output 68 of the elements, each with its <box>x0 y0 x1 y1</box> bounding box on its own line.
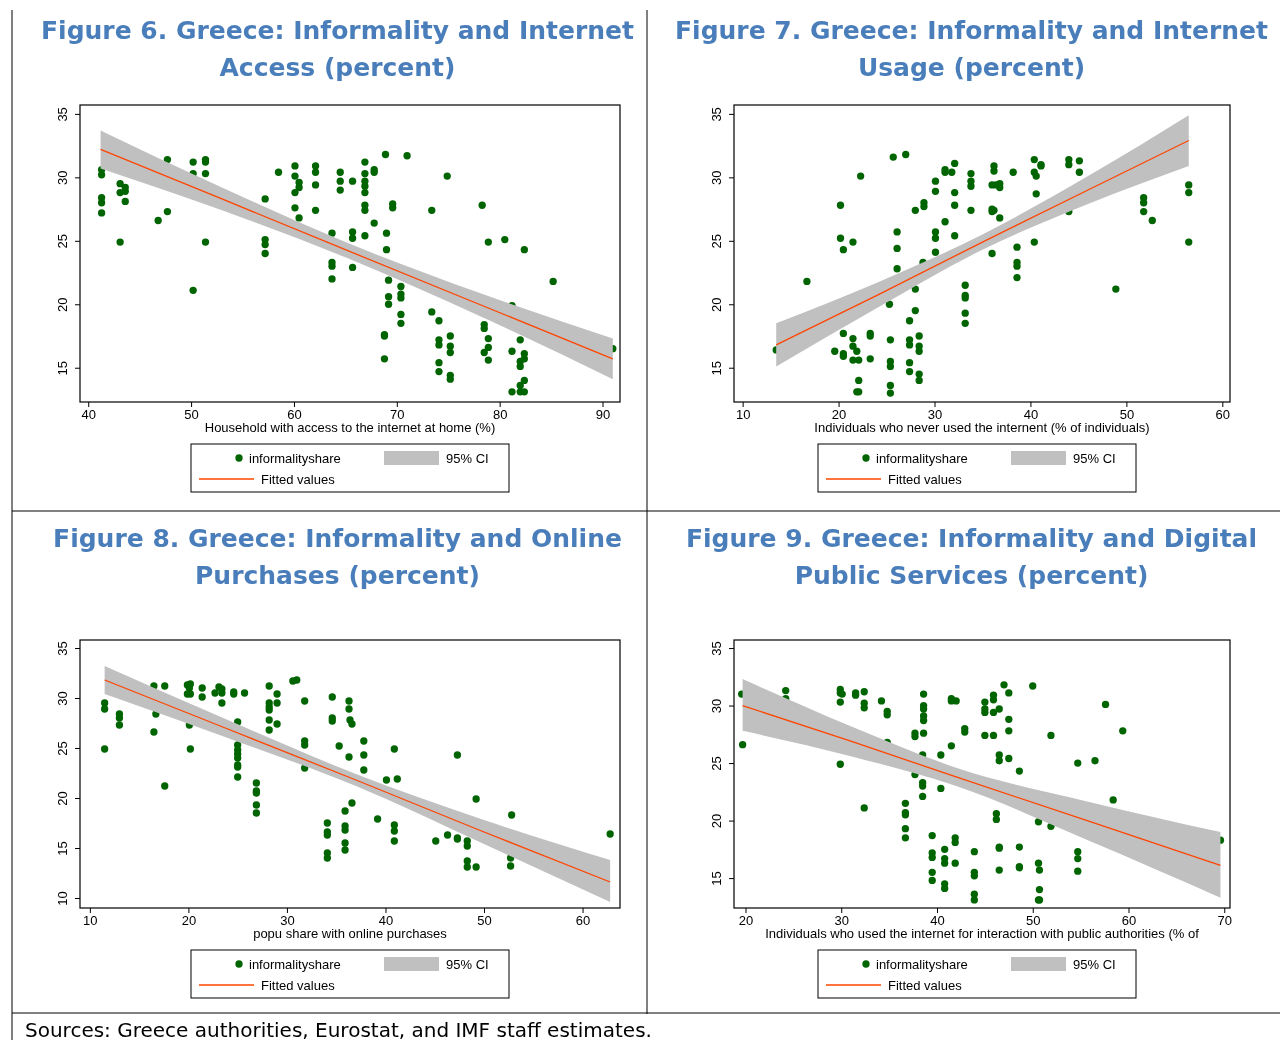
x-tick-label: 20 <box>181 913 197 929</box>
legend-label: informalityshare <box>249 956 341 972</box>
x-axis-title: Individuals who never used the internent (% of individuals) <box>814 420 1150 435</box>
text: 95% CI <box>446 450 489 466</box>
x-tick-label: 40 <box>378 913 394 929</box>
legend-label: Fitted values <box>261 471 336 487</box>
text: 95% CI <box>1073 450 1116 466</box>
x-tick-label: 30 <box>280 913 295 929</box>
x-tick-label: 60 <box>1215 407 1231 423</box>
y-tick-label: 35 <box>708 107 724 122</box>
y-tick-label: 20 <box>54 297 70 312</box>
legend-label: informalityshare <box>876 956 968 972</box>
chart-title: Figure 6. Greece: Informality and Internet Access (percent) <box>40 15 635 84</box>
x-tick-label: 90 <box>595 407 611 423</box>
text: 95% CI <box>1073 956 1116 972</box>
y-tick-label: 15 <box>708 361 724 376</box>
x-axis-title: Individuals who used the internet for interaction with public authorities (% of <box>765 926 1200 941</box>
y-tick-label: 25 <box>54 741 70 756</box>
y-tick-label: 20 <box>708 813 724 829</box>
x-tick-label: 40 <box>930 913 945 929</box>
x-axis-title: popu share with online purchases <box>253 926 448 941</box>
x-tick-label: 60 <box>575 913 591 929</box>
text: 95% CI <box>446 956 489 972</box>
y-tick-label: 35 <box>54 107 70 122</box>
x-tick-label: 60 <box>1121 913 1137 929</box>
line-series <box>741 704 1222 867</box>
y-tick-label: 25 <box>54 234 70 249</box>
x-tick-label: 50 <box>184 407 199 423</box>
chart-title: Figure 9. Greece: Informality and Digital Public Services (percent) <box>684 523 1259 592</box>
y-tick-label: 35 <box>708 641 724 656</box>
x-tick-label: 60 <box>287 407 302 423</box>
y-tick-label: 30 <box>54 170 70 186</box>
y-tick-label: 15 <box>708 871 724 886</box>
legend-label: informalityshare <box>249 450 341 466</box>
y-tick-label: 15 <box>54 841 70 856</box>
y-tick-label: 25 <box>708 756 724 771</box>
legend-label: informalityshare <box>876 450 968 466</box>
legend-label: Fitted values <box>261 977 336 993</box>
legend-label: Fitted values <box>888 471 963 487</box>
x-tick-label: 70 <box>1217 913 1232 929</box>
x-tick-label: 70 <box>390 407 405 423</box>
chart-title: Figure 7. Greece: Informality and Internet Usage (percent) <box>674 15 1269 84</box>
x-tick-label: 50 <box>477 913 492 929</box>
x-tick-label: 10 <box>735 407 751 423</box>
chart-title: Figure 8. Greece: Informality and Online Purchases (percent) <box>52 523 623 592</box>
x-tick-label: 50 <box>1119 407 1135 423</box>
y-tick-label: 30 <box>708 170 724 186</box>
y-tick-label: 10 <box>54 891 70 906</box>
legend-label: Fitted values <box>888 977 963 993</box>
y-tick-label: 25 <box>708 234 724 249</box>
y-tick-label: 20 <box>54 791 70 806</box>
x-tick-label: 50 <box>1026 913 1041 929</box>
y-tick-label: 30 <box>708 698 724 714</box>
x-tick-label: 20 <box>831 407 847 423</box>
x-axis-title: Household with access to the internet at home (%) <box>204 420 496 435</box>
x-tick-label: 30 <box>927 407 943 423</box>
x-tick-label: 30 <box>834 913 849 929</box>
y-tick-label: 15 <box>54 361 70 376</box>
x-tick-label: 40 <box>1023 407 1039 423</box>
y-tick-label: 20 <box>708 297 724 312</box>
x-tick-label: 20 <box>738 913 754 929</box>
line-series <box>99 148 614 360</box>
x-tick-label: 10 <box>83 913 98 929</box>
x-tick-label: 40 <box>81 407 96 423</box>
source-note: Sources: Greece authorities, Eurostat, and IMF staff estimates. <box>25 1018 652 1040</box>
y-tick-label: 30 <box>54 691 70 706</box>
y-tick-label: 35 <box>54 641 70 656</box>
x-tick-label: 80 <box>492 407 508 423</box>
